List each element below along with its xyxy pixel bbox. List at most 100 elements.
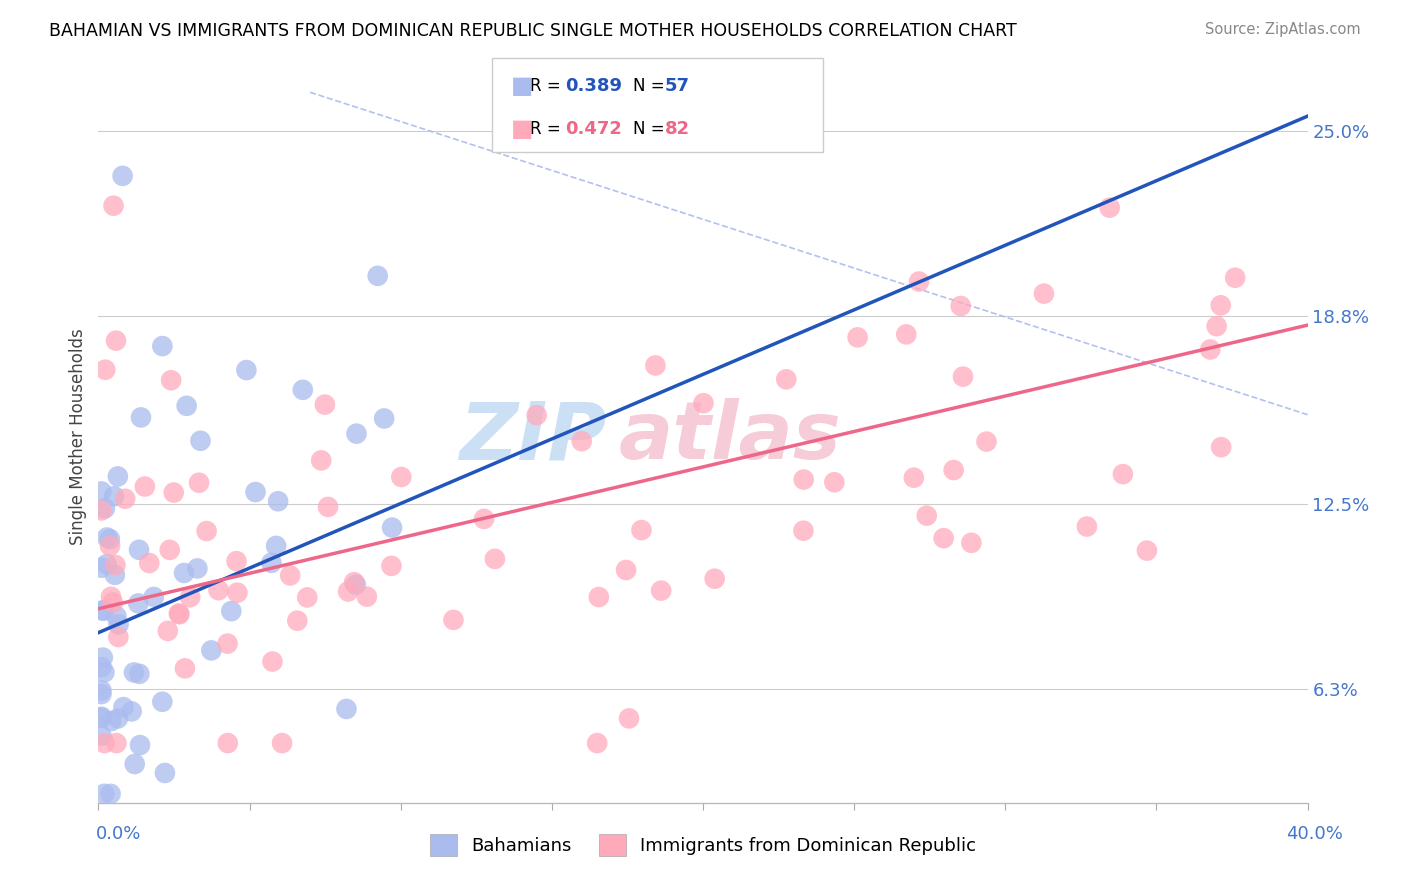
Point — [846, 330, 869, 344]
Point — [217, 637, 239, 651]
Point — [100, 787, 122, 801]
Point — [297, 591, 319, 605]
Point — [90, 687, 112, 701]
Point — [107, 630, 129, 644]
Point — [107, 469, 129, 483]
Point — [793, 473, 815, 487]
Text: 0.389: 0.389 — [565, 78, 623, 95]
Point — [823, 475, 845, 490]
Point — [952, 369, 974, 384]
Point — [91, 650, 114, 665]
Point — [160, 373, 183, 387]
Point — [278, 568, 301, 582]
Point — [588, 590, 610, 604]
Point — [367, 268, 389, 283]
Point — [908, 275, 931, 289]
Y-axis label: Single Mother Households: Single Mother Households — [69, 329, 87, 545]
Point — [186, 561, 208, 575]
Point — [1136, 543, 1159, 558]
Point — [90, 560, 112, 574]
Point — [112, 700, 135, 714]
Point — [129, 738, 152, 752]
Point — [630, 523, 652, 537]
Text: 82: 82 — [665, 120, 690, 137]
Point — [264, 539, 287, 553]
Point — [105, 334, 128, 348]
Point — [111, 169, 134, 183]
Point — [195, 524, 218, 538]
Point — [225, 554, 247, 568]
Point — [93, 736, 115, 750]
Text: N =: N = — [633, 120, 669, 137]
Point — [188, 475, 211, 490]
Text: atlas: atlas — [619, 398, 841, 476]
Text: 40.0%: 40.0% — [1286, 825, 1343, 843]
Point — [949, 299, 972, 313]
Point — [159, 542, 181, 557]
Text: 0.472: 0.472 — [565, 120, 621, 137]
Text: Source: ZipAtlas.com: Source: ZipAtlas.com — [1205, 22, 1361, 37]
Point — [344, 577, 367, 591]
Point — [156, 624, 179, 638]
Point — [650, 583, 672, 598]
Point — [179, 591, 201, 605]
Point — [217, 736, 239, 750]
Point — [316, 500, 339, 514]
Point — [121, 705, 143, 719]
Point — [703, 572, 725, 586]
Point — [792, 524, 814, 538]
Point — [245, 485, 267, 500]
Point — [775, 372, 797, 386]
Point — [337, 584, 360, 599]
Point — [1211, 440, 1233, 454]
Point — [107, 711, 129, 725]
Point — [271, 736, 294, 750]
Point — [692, 396, 714, 410]
Point — [93, 665, 115, 680]
Point — [1205, 319, 1227, 334]
Point — [267, 494, 290, 508]
Point — [90, 660, 112, 674]
Point — [1112, 467, 1135, 482]
Point — [644, 359, 666, 373]
Point — [1223, 270, 1246, 285]
Point — [472, 512, 495, 526]
Point — [1199, 343, 1222, 357]
Point — [138, 556, 160, 570]
Point — [103, 489, 125, 503]
Legend: Bahamians, Immigrants from Dominican Republic: Bahamians, Immigrants from Dominican Rep… — [423, 827, 983, 863]
Point — [90, 683, 112, 698]
Text: ■: ■ — [510, 74, 533, 98]
Point — [100, 590, 122, 604]
Point — [150, 339, 173, 353]
Point — [142, 590, 165, 604]
Point — [1098, 201, 1121, 215]
Point — [176, 399, 198, 413]
Point — [169, 607, 191, 622]
Point — [163, 485, 186, 500]
Text: 0.0%: 0.0% — [96, 825, 141, 843]
Point — [343, 575, 366, 590]
Point — [129, 410, 152, 425]
Point — [260, 556, 283, 570]
Point — [104, 567, 127, 582]
Point — [356, 590, 378, 604]
Point — [586, 736, 609, 750]
Point — [104, 558, 127, 572]
Point — [167, 607, 190, 621]
Point — [291, 383, 314, 397]
Point — [90, 710, 112, 724]
Point — [1209, 298, 1232, 312]
Point — [571, 434, 593, 449]
Point — [314, 398, 336, 412]
Point — [173, 566, 195, 580]
Point — [107, 617, 129, 632]
Point — [98, 532, 121, 546]
Point — [373, 411, 395, 425]
Point — [153, 766, 176, 780]
Point — [526, 408, 548, 422]
Point — [105, 736, 128, 750]
Point — [103, 199, 125, 213]
Point — [915, 508, 938, 523]
Point — [389, 470, 412, 484]
